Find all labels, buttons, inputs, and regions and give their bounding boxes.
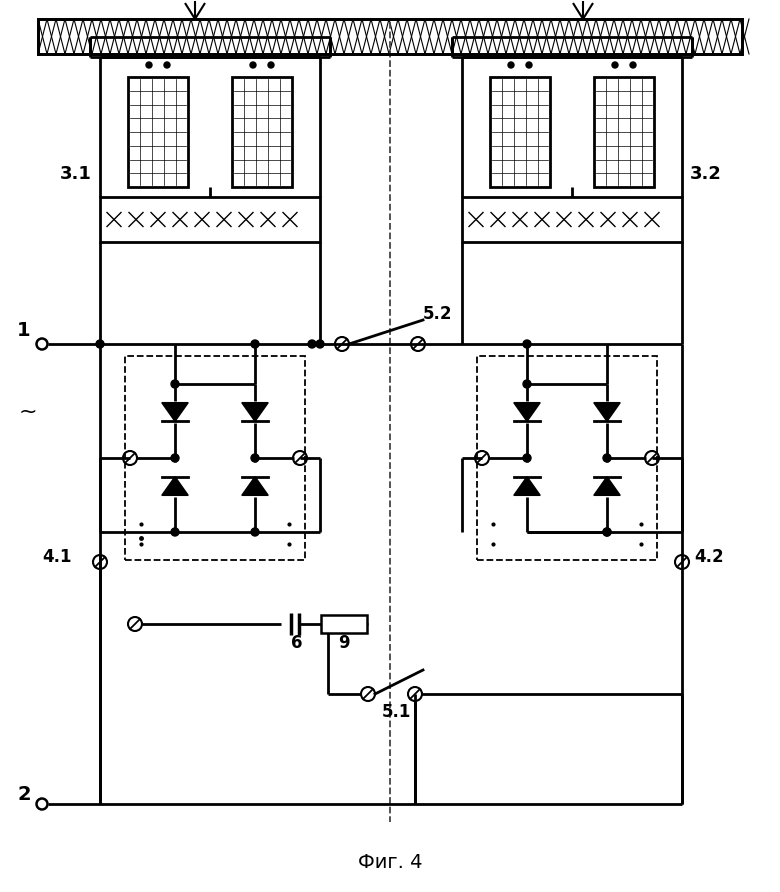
Bar	[232, 77, 292, 187]
Circle shape	[508, 62, 514, 68]
Circle shape	[171, 454, 179, 462]
Circle shape	[523, 380, 531, 388]
Circle shape	[250, 62, 256, 68]
Polygon shape	[514, 476, 541, 495]
Bar	[128, 77, 188, 187]
Circle shape	[251, 528, 259, 536]
Text: 1: 1	[17, 320, 31, 340]
Text: 5.1: 5.1	[382, 703, 411, 721]
Bar	[321, 615, 367, 633]
Circle shape	[268, 62, 274, 68]
Bar	[490, 77, 550, 187]
Circle shape	[146, 62, 152, 68]
Text: 3.2: 3.2	[690, 165, 722, 183]
Bar	[477, 356, 657, 560]
Polygon shape	[514, 402, 541, 421]
Text: 3.1: 3.1	[60, 165, 92, 183]
Text: ~: ~	[19, 402, 37, 422]
Polygon shape	[594, 476, 620, 495]
Bar	[38, 19, 742, 54]
Text: 5.2: 5.2	[423, 305, 452, 323]
Bar	[100, 197, 320, 242]
Bar	[38, 19, 742, 54]
Polygon shape	[594, 402, 620, 421]
Polygon shape	[161, 476, 188, 495]
Circle shape	[523, 340, 531, 348]
Circle shape	[523, 454, 531, 462]
Circle shape	[96, 340, 104, 348]
Circle shape	[526, 62, 532, 68]
Text: Фиг. 4: Фиг. 4	[358, 853, 422, 871]
Circle shape	[603, 528, 611, 536]
Text: 2: 2	[17, 784, 31, 804]
Polygon shape	[242, 402, 268, 421]
Polygon shape	[242, 476, 268, 495]
Circle shape	[603, 454, 611, 462]
Circle shape	[171, 528, 179, 536]
Circle shape	[612, 62, 618, 68]
Text: 6: 6	[291, 634, 303, 652]
Polygon shape	[161, 402, 188, 421]
Text: 9: 9	[339, 634, 349, 652]
Circle shape	[603, 528, 611, 536]
Bar	[594, 77, 654, 187]
Circle shape	[308, 340, 316, 348]
Circle shape	[251, 454, 259, 462]
Circle shape	[251, 340, 259, 348]
Text: 4.2: 4.2	[694, 548, 724, 566]
Circle shape	[630, 62, 636, 68]
Circle shape	[171, 380, 179, 388]
Text: 4.1: 4.1	[42, 548, 72, 566]
Bar	[125, 356, 305, 560]
Circle shape	[164, 62, 170, 68]
Circle shape	[316, 340, 324, 348]
Bar	[462, 197, 682, 242]
